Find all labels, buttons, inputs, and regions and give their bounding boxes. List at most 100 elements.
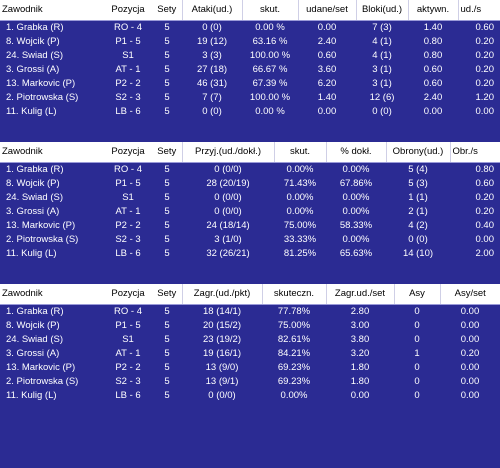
receptions-cell: 28 (20/19) xyxy=(206,177,250,189)
table-row[interactable]: 13. Markovic (P) P2 - 2 5 46 (31) 67.39 % 6.2… xyxy=(0,76,500,90)
accuracy-cell: 0.00% xyxy=(342,205,370,217)
header-efficiency[interactable]: skut. xyxy=(273,142,326,163)
efficiency-cell: 67.39 % xyxy=(252,77,288,89)
table-row[interactable]: 24. Swiad (S) S1 5 3 (3) 100.00 % 0.60 4 (1) 0.… xyxy=(0,48,500,62)
table-row[interactable]: 3. Grossi (A) AT - 1 5 27 (18) 66.67 % 3.60 3 … xyxy=(0,62,500,76)
table-row[interactable]: 2. Piotrowska (S) S2 - 3 5 3 (1/0) 33.33% 0.0… xyxy=(0,232,500,246)
sets-cell: 5 xyxy=(164,163,170,175)
header-aces[interactable]: Asy xyxy=(393,284,440,305)
sets-cell: 5 xyxy=(164,77,170,89)
header-accuracy[interactable]: % dokł. xyxy=(325,142,386,163)
header-digs-per-set[interactable]: Obr./s xyxy=(449,142,500,163)
efficiency-cell: 71.43% xyxy=(283,177,317,189)
table-row[interactable]: 11. Kulig (L) LB - 6 5 32 (26/21) 81.25% 65.6… xyxy=(0,246,500,260)
aces-cell: 0 xyxy=(414,319,420,331)
header-position[interactable]: Pozycja xyxy=(104,142,152,163)
attacks-cell: 19 (12) xyxy=(196,35,228,47)
position-cell: AT - 1 xyxy=(115,347,141,359)
sets-cell: 5 xyxy=(164,375,170,387)
table-row[interactable]: 13. Markovic (P) P2 - 2 5 13 (9/0) 69.23% 1.8… xyxy=(0,360,500,374)
table-row[interactable]: 1. Grabka (R) RO - 4 5 18 (14/1) 77.78% 2.80 0… xyxy=(0,304,500,318)
serves-per-set-cell: 3.20 xyxy=(350,347,370,359)
attacks-cell: 0 (0) xyxy=(202,21,222,33)
effectiveness-cell: 69.23% xyxy=(277,361,311,373)
efficiency-cell: 0.00 % xyxy=(255,105,285,117)
digs-cell: 5 (3) xyxy=(408,177,428,189)
successful-per-set-cell: 0.00 xyxy=(317,105,337,117)
header-player[interactable]: Zawodnik xyxy=(0,0,104,21)
sets-cell: 5 xyxy=(164,389,170,401)
table-row[interactable]: 24. Swiad (S) S1 5 0 (0/0) 0.00% 0.00% 1 (1) 0.… xyxy=(0,190,500,204)
table-row[interactable]: 2. Piotrowska (S) S2 - 3 5 13 (9/1) 69.23% 1.… xyxy=(0,374,500,388)
header-digs[interactable]: Obrony(ud.) xyxy=(385,142,450,163)
player-name-cell: 3. Grossi (A) xyxy=(6,205,60,217)
position-cell: LB - 6 xyxy=(115,105,141,117)
table-row[interactable]: 1. Grabka (R) RO - 4 5 0 (0) 0.00 % 0.00 7 (3)… xyxy=(0,20,500,34)
header-aces-per-set[interactable]: Asy/set xyxy=(439,284,500,305)
sets-cell: 5 xyxy=(164,333,170,345)
header-sets[interactable]: Sety xyxy=(152,284,182,305)
table-row[interactable]: 3. Grossi (A) AT - 1 5 0 (0/0) 0.00% 0.00% 2 (… xyxy=(0,204,500,218)
effectiveness-cell: 0.00% xyxy=(280,389,308,401)
header-sets[interactable]: Sety xyxy=(152,142,182,163)
position-cell: P1 - 5 xyxy=(115,35,141,47)
digs-cell: 4 (2) xyxy=(408,219,428,231)
header-blocks[interactable]: Bloki(ud.) xyxy=(355,0,408,21)
blocks-cell: 4 (1) xyxy=(372,35,392,47)
efficiency-cell: 0.00% xyxy=(286,205,314,217)
blocks-per-set-cell: 0.20 xyxy=(475,49,495,61)
blocks-cell: 3 (1) xyxy=(372,63,392,75)
table-row[interactable]: 24. Swiad (S) S1 5 23 (19/2) 82.61% 3.80 0 0.00 xyxy=(0,332,500,346)
header-receptions[interactable]: Przyj.(ud./dokł.) xyxy=(181,142,274,163)
position-cell: RO - 4 xyxy=(114,163,142,175)
table-row[interactable]: 3. Grossi (A) AT - 1 5 19 (16/1) 84.21% 3.20 1… xyxy=(0,346,500,360)
blocks-per-set-cell: 0.60 xyxy=(475,21,495,33)
header-serves[interactable]: Zagr.(ud./pkt) xyxy=(181,284,262,305)
blocks-per-set-cell: 0.20 xyxy=(475,63,495,75)
aces-cell: 0 xyxy=(414,361,420,373)
table-row[interactable]: 1. Grabka (R) RO - 4 5 0 (0/0) 0.00% 0.00% 5 (… xyxy=(0,162,500,176)
header-sets[interactable]: Sety xyxy=(152,0,182,21)
table-row[interactable]: 8. Wojcik (P) P1 - 5 5 19 (12) 63.16 % 2.40 4 … xyxy=(0,34,500,48)
receptions-cell: 0 (0/0) xyxy=(214,191,242,203)
player-name-cell: 11. Kulig (L) xyxy=(6,389,57,401)
position-cell: P1 - 5 xyxy=(115,177,141,189)
header-serves-per-set[interactable]: Zagr.ud./set xyxy=(325,284,394,305)
table-row[interactable]: 11. Kulig (L) LB - 6 5 0 (0/0) 0.00% 0.00 0 0.0… xyxy=(0,388,500,402)
header-player[interactable]: Zawodnik xyxy=(0,284,104,305)
aces-per-set-cell: 0.00 xyxy=(460,375,480,387)
header-attacks[interactable]: Ataki(ud.) xyxy=(181,0,242,21)
sets-cell: 5 xyxy=(164,63,170,75)
table-row[interactable]: 2. Piotrowska (S) S2 - 3 5 7 (7) 100.00 % 1.4… xyxy=(0,90,500,104)
table-row[interactable]: 11. Kulig (L) LB - 6 5 0 (0) 0.00 % 0.00 0 (0)… xyxy=(0,104,500,118)
successful-per-set-cell: 1.40 xyxy=(317,91,337,103)
header-player[interactable]: Zawodnik xyxy=(0,142,104,163)
header-blocks-per-set[interactable]: ud./s xyxy=(457,0,500,21)
receptions-cell: 3 (1/0) xyxy=(214,233,242,245)
table-row[interactable]: 13. Markovic (P) P2 - 2 5 24 (18/14) 75.00% 5… xyxy=(0,218,500,232)
digs-cell: 14 (10) xyxy=(402,247,434,259)
efficiency-cell: 75.00% xyxy=(283,219,317,231)
receptions-cell: 0 (0/0) xyxy=(214,163,242,175)
header-position[interactable]: Pozycja xyxy=(104,284,152,305)
sets-cell: 5 xyxy=(164,49,170,61)
attacks-cell: 0 (0) xyxy=(202,105,222,117)
sets-cell: 5 xyxy=(164,361,170,373)
attack-stats-table: Zawodnik Pozycja Sety Ataki(ud.) skut. u… xyxy=(0,0,500,118)
activity-cell: 0.60 xyxy=(423,77,443,89)
sets-cell: 5 xyxy=(164,35,170,47)
table-row[interactable]: 8. Wojcik (P) P1 - 5 5 28 (20/19) 71.43% 67.8… xyxy=(0,176,500,190)
header-efficiency[interactable]: skut. xyxy=(241,0,298,21)
table-row[interactable]: 8. Wojcik (P) P1 - 5 5 20 (15/2) 75.00% 3.00 0… xyxy=(0,318,500,332)
header-activity[interactable]: aktywn. xyxy=(407,0,458,21)
player-name-cell: 8. Wojcik (P) xyxy=(6,177,60,189)
effectiveness-cell: 77.78% xyxy=(277,305,311,317)
player-name-cell: 13. Markovic (P) xyxy=(6,219,76,231)
aces-cell: 0 xyxy=(414,375,420,387)
header-position[interactable]: Pozycja xyxy=(104,0,152,21)
header-successful-per-set[interactable]: udane/set xyxy=(297,0,356,21)
position-cell: AT - 1 xyxy=(115,63,141,75)
position-cell: S2 - 3 xyxy=(115,233,141,245)
header-effectiveness[interactable]: skuteczn. xyxy=(261,284,326,305)
sets-cell: 5 xyxy=(164,319,170,331)
